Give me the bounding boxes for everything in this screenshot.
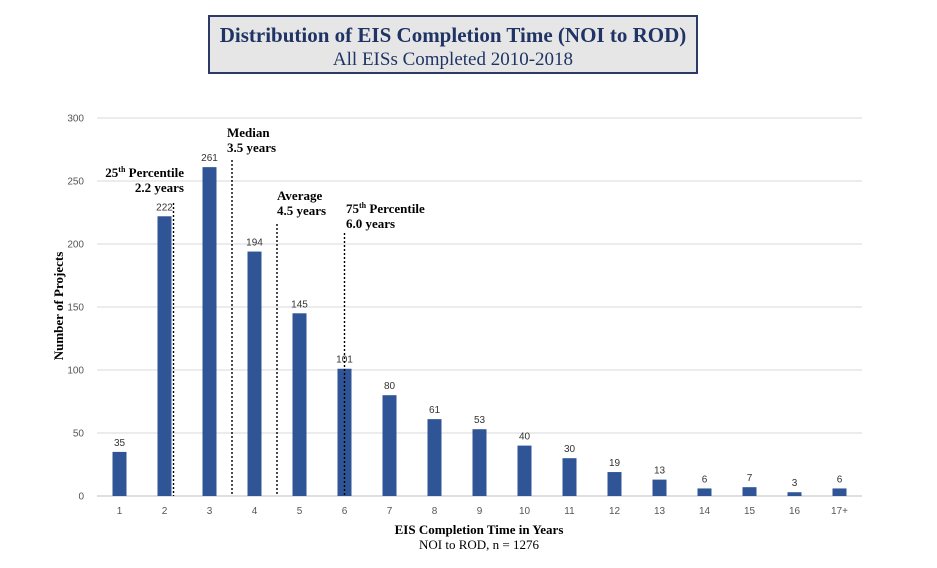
bar (337, 368, 352, 496)
x-tick-label: 11 (564, 506, 575, 517)
data-label: 145 (291, 299, 308, 310)
x-tick-label: 8 (432, 506, 438, 517)
bar (832, 488, 847, 496)
data-label: 40 (519, 432, 531, 443)
bar (787, 492, 802, 496)
bar (472, 429, 487, 496)
annotation-label-median: Median (227, 125, 270, 140)
bar (427, 419, 442, 496)
data-label: 101 (336, 355, 353, 366)
bar (652, 479, 667, 496)
y-tick-label: 50 (73, 429, 85, 440)
data-label: 19 (609, 458, 621, 469)
x-tick-label: 6 (342, 506, 348, 517)
data-label: 194 (246, 238, 263, 249)
x-tick-label: 4 (252, 506, 258, 517)
data-label: 7 (747, 473, 753, 484)
y-axis-title: Number of Projects (51, 252, 66, 361)
bar (697, 488, 712, 496)
data-label: 53 (474, 415, 486, 426)
x-tick-label: 16 (789, 506, 801, 517)
data-labels: 35 222 261 194 145 101 80 61 53 40 30 19 13 6 7 3 6 (114, 153, 843, 489)
x-axis-title: EIS Completion Time in Years (395, 522, 564, 537)
annotation-label-p75: 6.0 years (346, 216, 395, 231)
bar (157, 216, 172, 496)
data-label: 35 (114, 438, 126, 449)
data-label: 6 (702, 474, 708, 485)
y-tick-label: 250 (67, 177, 84, 188)
x-tick-label: 1 (117, 506, 123, 517)
x-tick-label: 13 (654, 506, 666, 517)
data-label: 61 (429, 405, 441, 416)
x-tick-label: 12 (609, 506, 621, 517)
data-label: 261 (201, 153, 218, 164)
data-label: 30 (564, 444, 576, 455)
chart-title-box: Distribution of EIS Completion Time (NOI… (208, 15, 698, 74)
chart-subtitle: All EISs Completed 2010-2018 (332, 49, 574, 70)
annotation-label-average: Average (277, 188, 322, 203)
x-tick-label: 7 (387, 506, 393, 517)
y-axis-ticks: 0 50 100 150 200 250 300 (67, 114, 84, 503)
bar (517, 445, 532, 496)
x-axis-note: NOI to ROD, n = 1276 (419, 537, 539, 552)
y-tick-label: 0 (78, 492, 84, 503)
x-tick-label: 15 (744, 506, 756, 517)
x-axis-ticks: 1 2 3 4 5 6 7 8 9 10 11 12 13 14 15 16 17+ (117, 506, 848, 517)
data-label: 3 (792, 478, 798, 489)
x-tick-label: 14 (699, 506, 711, 517)
annotation-label-p25: 25th Percentile (105, 165, 184, 180)
annotation-label-average: 4.5 years (277, 203, 326, 218)
annotation-label-p75: 75th Percentile (346, 201, 425, 216)
x-tick-label: 3 (207, 506, 213, 517)
x-tick-label: 10 (519, 506, 531, 517)
x-tick-label: 5 (297, 506, 303, 517)
bar (742, 487, 757, 496)
gridlines (97, 117, 862, 497)
x-tick-label: 2 (162, 506, 168, 517)
chart-title: Distribution of EIS Completion Time (NOI… (219, 23, 687, 47)
bar (112, 451, 127, 496)
data-label: 222 (156, 202, 173, 213)
bars (112, 167, 847, 496)
bar (382, 395, 397, 496)
y-tick-label: 100 (67, 366, 84, 377)
data-label: 13 (654, 466, 666, 477)
y-tick-label: 300 (67, 114, 84, 125)
bar (562, 458, 577, 496)
y-tick-label: 200 (67, 240, 84, 251)
data-label: 80 (384, 381, 396, 392)
annotation-label-median: 3.5 years (227, 140, 276, 155)
data-label: 6 (837, 474, 843, 485)
annotation-label-p25: 2.2 years (135, 180, 184, 195)
bar (607, 472, 622, 496)
bar (292, 313, 307, 496)
y-tick-label: 150 (67, 303, 84, 314)
bar (247, 251, 262, 496)
bar (202, 167, 217, 496)
x-tick-label: 17+ (831, 506, 848, 517)
x-tick-label: 9 (477, 506, 483, 517)
